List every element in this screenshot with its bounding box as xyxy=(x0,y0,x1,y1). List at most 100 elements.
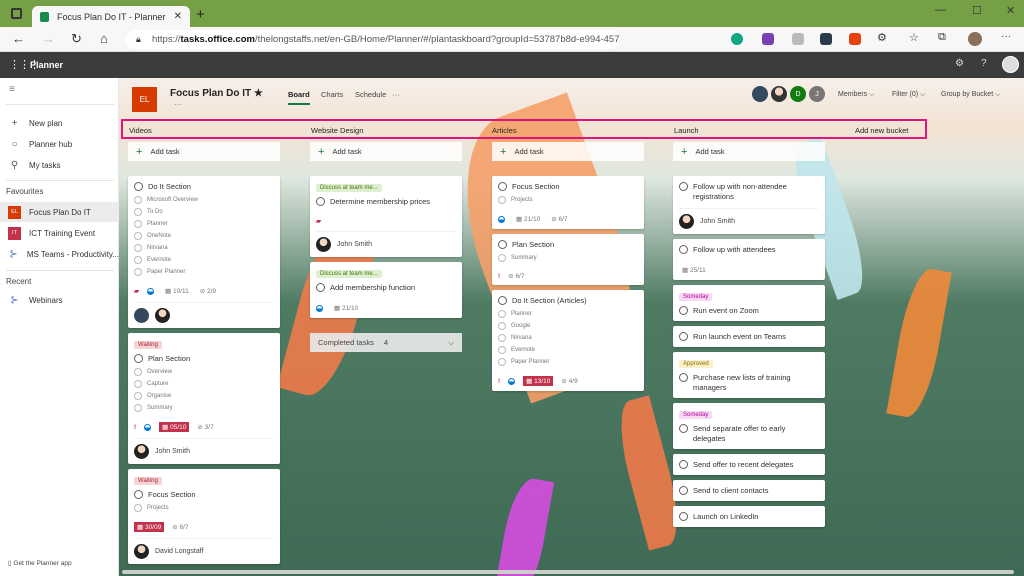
checklist-item[interactable]: Paper Planner xyxy=(134,268,273,276)
checklist-item[interactable]: OneNote xyxy=(134,232,273,240)
add-task-button[interactable]: + Add task xyxy=(673,142,825,161)
completed-tasks-toggle[interactable]: Completed tasks 4 ⌵ xyxy=(310,333,462,352)
assignees[interactable] xyxy=(134,302,273,323)
get-planner-app-link[interactable]: ▯ Get the Planner app xyxy=(8,559,72,567)
collapse-menu-icon[interactable]: ≡ xyxy=(9,84,15,95)
complete-checkbox[interactable] xyxy=(679,486,688,495)
checklist-item[interactable]: Microsoft Overview xyxy=(134,196,273,204)
checklist-item[interactable]: Summary xyxy=(134,404,273,412)
refresh-icon[interactable]: ↻ xyxy=(71,31,82,46)
task-card[interactable]: Send to client contacts xyxy=(673,480,825,501)
member-avatar[interactable]: J xyxy=(809,86,825,102)
plan-more-icon[interactable]: ··· xyxy=(174,100,182,109)
bucket-name-launch[interactable]: Launch xyxy=(674,126,699,135)
grammarly-extension-icon[interactable] xyxy=(731,33,743,45)
sidebar-item-planner-hub[interactable]: ○ Planner hub xyxy=(0,134,119,154)
checklist-checkbox[interactable] xyxy=(134,268,142,276)
complete-checkbox[interactable] xyxy=(679,373,688,382)
assignee[interactable]: David Longstaff xyxy=(134,538,273,559)
members-dropdown[interactable]: Members ⌵ xyxy=(838,91,874,99)
task-card[interactable]: Discuss at team me... Add membership func… xyxy=(310,262,462,318)
checklist-checkbox[interactable] xyxy=(134,404,142,412)
lock-icon[interactable]: 🔒︎ xyxy=(136,34,141,44)
checklist-checkbox[interactable] xyxy=(134,504,142,512)
minimize-icon[interactable]: — xyxy=(935,4,946,16)
checklist-checkbox[interactable] xyxy=(498,254,506,262)
complete-checkbox[interactable] xyxy=(134,182,143,191)
checklist-checkbox[interactable] xyxy=(134,220,142,228)
task-card[interactable]: Do It Section (Articles) Planner Google Nir… xyxy=(492,290,644,391)
url-input[interactable]: https://tasks.office.com/thelongstaffs.n… xyxy=(126,30,620,49)
task-card[interactable]: Launch on LinkedIn xyxy=(673,506,825,527)
account-avatar[interactable] xyxy=(1002,56,1019,73)
checklist-checkbox[interactable] xyxy=(134,380,142,388)
complete-checkbox[interactable] xyxy=(316,197,325,206)
app-launcher-icon[interactable]: ⋮⋮⋮ xyxy=(9,59,40,71)
sidebar-item-ict-training[interactable]: IT ICT Training Event xyxy=(0,223,119,243)
task-card[interactable]: Do It Section Microsoft Overview To Do Plan… xyxy=(128,176,280,328)
checklist-item[interactable]: Planner xyxy=(134,220,273,228)
complete-checkbox[interactable] xyxy=(679,512,688,521)
checklist-item[interactable]: Organise xyxy=(134,392,273,400)
bucket-name-website-design[interactable]: Website Design xyxy=(311,126,364,135)
checklist-checkbox[interactable] xyxy=(134,368,142,376)
home-icon[interactable]: ⌂ xyxy=(100,31,108,46)
checklist-checkbox[interactable] xyxy=(498,358,506,366)
sidebar-item-webinars[interactable]: ⊱ Webinars xyxy=(0,290,119,310)
complete-checkbox[interactable] xyxy=(498,296,507,305)
checklist-checkbox[interactable] xyxy=(498,346,506,354)
complete-checkbox[interactable] xyxy=(679,306,688,315)
complete-checkbox[interactable] xyxy=(498,240,507,249)
complete-checkbox[interactable] xyxy=(679,245,688,254)
checklist-item[interactable]: Google xyxy=(498,322,637,330)
favorite-star-icon[interactable]: ★ xyxy=(253,88,263,99)
add-task-button[interactable]: + Add task xyxy=(492,142,644,161)
onenote-extension-icon[interactable] xyxy=(762,33,774,45)
checklist-item[interactable]: Evernote xyxy=(134,256,273,264)
qr-code-icon[interactable] xyxy=(792,33,804,45)
checklist-checkbox[interactable] xyxy=(498,310,506,318)
checklist-item[interactable]: Overview xyxy=(134,368,273,376)
new-tab-icon[interactable]: + xyxy=(196,6,205,23)
more-tabs-icon[interactable]: ··· xyxy=(392,90,400,99)
checklist-item[interactable]: Paper Planner xyxy=(498,358,637,366)
complete-checkbox[interactable] xyxy=(134,354,143,363)
sidebar-item-new-plan[interactable]: + New plan xyxy=(0,113,119,133)
checklist-checkbox[interactable] xyxy=(134,232,142,240)
settings-icon[interactable]: ⚙ xyxy=(955,58,964,69)
office-extension-icon[interactable] xyxy=(849,33,861,45)
task-card[interactable]: Follow up with attendees ▦ 25/11 xyxy=(673,239,825,280)
bucket-name-videos[interactable]: Videos xyxy=(129,126,152,135)
plan-icon[interactable]: EL xyxy=(132,87,157,112)
checklist-checkbox[interactable] xyxy=(134,196,142,204)
maximize-icon[interactable]: ☐ xyxy=(972,5,982,17)
checklist-checkbox[interactable] xyxy=(498,196,506,204)
favorites-icon[interactable]: ☆ xyxy=(909,32,919,44)
task-card[interactable]: Waiting Focus Section Projects ▦ 30/09 ⊘ 6/7… xyxy=(128,469,280,564)
group-by-dropdown[interactable]: Group by Bucket ⌵ xyxy=(941,91,1000,99)
complete-checkbox[interactable] xyxy=(498,182,507,191)
task-card[interactable]: Someday Send separate offer to early dele… xyxy=(673,403,825,449)
close-window-icon[interactable]: ✕ xyxy=(1006,5,1016,17)
add-new-bucket-button[interactable]: Add new bucket xyxy=(855,126,909,135)
help-icon[interactable]: ? xyxy=(981,58,987,69)
checklist-item[interactable]: Planner xyxy=(498,310,637,318)
forward-icon[interactable]: → xyxy=(42,31,55,46)
back-icon[interactable]: ← xyxy=(12,31,25,46)
checklist-item[interactable]: Projects xyxy=(134,504,273,512)
checklist-item[interactable]: To Do xyxy=(134,208,273,216)
checklist-item[interactable]: Evernote xyxy=(498,346,637,354)
complete-checkbox[interactable] xyxy=(316,283,325,292)
member-avatar[interactable] xyxy=(771,86,787,102)
task-card[interactable]: Focus Section Projects ▦ 21/10 ⊘ 6/7 xyxy=(492,176,644,229)
checklist-checkbox[interactable] xyxy=(134,256,142,264)
task-card[interactable]: Discuss at team me... Determine membershi… xyxy=(310,176,462,257)
complete-checkbox[interactable] xyxy=(679,332,688,341)
member-avatar[interactable]: D xyxy=(790,86,806,102)
complete-checkbox[interactable] xyxy=(679,460,688,469)
task-card[interactable]: Waiting Plan Section Overview Capture Organi… xyxy=(128,333,280,464)
more-icon[interactable]: ··· xyxy=(1001,31,1011,42)
checklist-checkbox[interactable] xyxy=(134,208,142,216)
task-card[interactable]: Plan Section Summary! ⊘ 6/7 xyxy=(492,234,644,285)
member-avatar[interactable] xyxy=(752,86,768,102)
